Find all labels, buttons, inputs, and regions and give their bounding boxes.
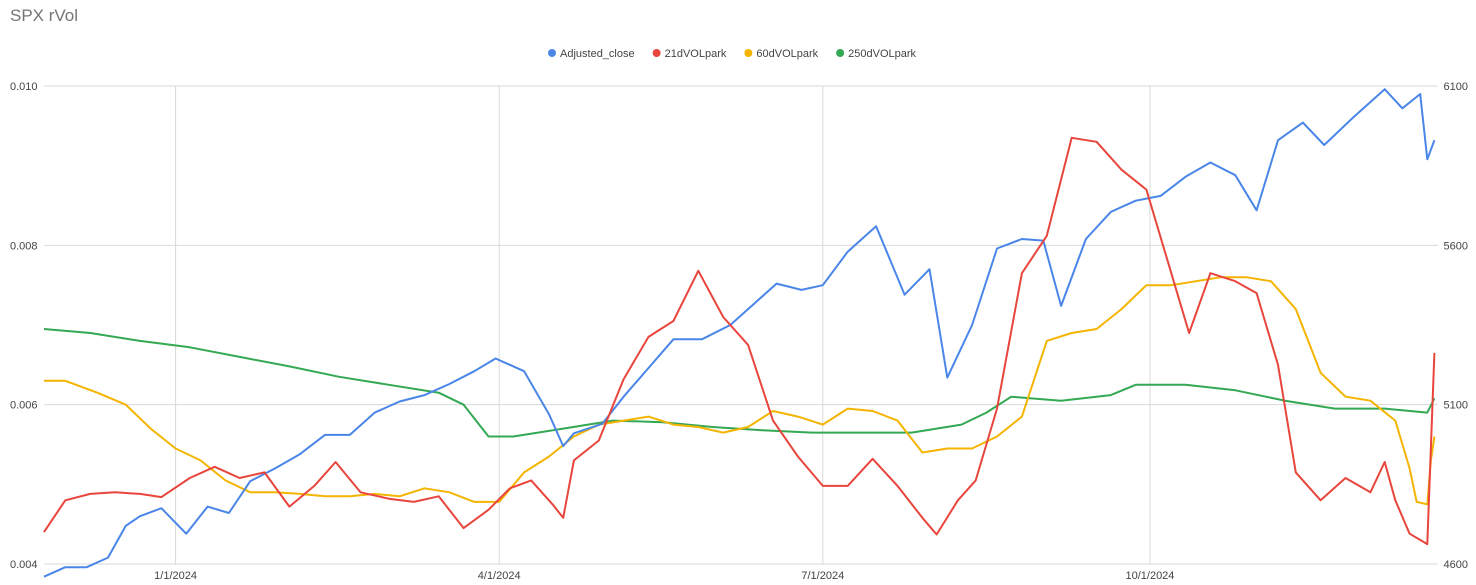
y-axis-right: 4600 5100 5600 6100 <box>1444 81 1468 571</box>
legend-label: 60dVOLpark <box>756 48 818 60</box>
x-tick-label: 10/1/2024 <box>1125 570 1174 582</box>
legend-label: Adjusted_close <box>560 48 635 60</box>
legend-marker <box>652 49 661 57</box>
y-right-tick-label: 4600 <box>1444 559 1468 571</box>
y-right-tick-label: 5600 <box>1444 240 1468 252</box>
x-tick-label: 7/1/2024 <box>801 570 844 582</box>
x-tick-label: 1/1/2024 <box>154 570 197 582</box>
legend-marker <box>548 49 556 57</box>
x-axis: 1/1/2024 4/1/2024 7/1/2024 10/1/2024 <box>154 570 1174 582</box>
series-line-60dVOLpark <box>44 276 1436 506</box>
series-line-250dVOLpark <box>43 328 1436 438</box>
series-line-21dVOLpark <box>43 136 1436 546</box>
chart-title: SPX rVol <box>10 6 79 25</box>
legend: Adjusted_close 21dVOLpark 60dVOLpark 250dVO… <box>548 48 917 60</box>
series-lines <box>43 88 1436 578</box>
y-left-tick-label: 0.004 <box>10 559 38 571</box>
y-left-tick-label: 0.006 <box>10 400 38 412</box>
y-left-tick-label: 0.010 <box>10 81 38 93</box>
y-left-tick-label: 0.008 <box>10 240 38 252</box>
y-axis-left: 0.004 0.006 0.008 0.010 <box>10 81 38 571</box>
y-right-tick-label: 5100 <box>1444 400 1468 412</box>
y-right-tick-label: 6100 <box>1444 81 1468 93</box>
legend-marker <box>744 49 753 57</box>
x-tick-label: 4/1/2024 <box>478 570 521 582</box>
legend-marker <box>836 49 845 57</box>
grid-lines <box>44 85 1438 565</box>
legend-label: 250dVOLpark <box>848 48 916 60</box>
legend-label: 21dVOLpark <box>665 48 727 60</box>
series-line-Adjusted_close <box>43 88 1436 578</box>
